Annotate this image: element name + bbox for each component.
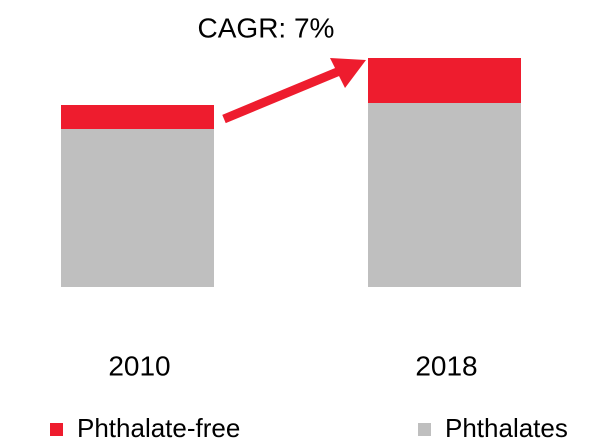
bar-segment bbox=[61, 129, 214, 287]
arrow-head bbox=[330, 58, 366, 88]
x-tick-label: 2010 bbox=[108, 350, 170, 381]
legend-swatch bbox=[418, 423, 431, 436]
bar-segment bbox=[368, 103, 521, 287]
arrow-shaft bbox=[222, 65, 344, 124]
x-tick-label: 2018 bbox=[415, 350, 477, 381]
bar-segment bbox=[368, 58, 521, 103]
cagr-arrow bbox=[222, 58, 366, 124]
legend-swatch bbox=[50, 423, 63, 436]
bar-segment bbox=[61, 105, 214, 129]
cagr-annotation: CAGR: 7% bbox=[198, 12, 335, 43]
legend-label: Phthalates bbox=[445, 413, 568, 443]
legend-label: Phthalate-free bbox=[77, 413, 240, 443]
